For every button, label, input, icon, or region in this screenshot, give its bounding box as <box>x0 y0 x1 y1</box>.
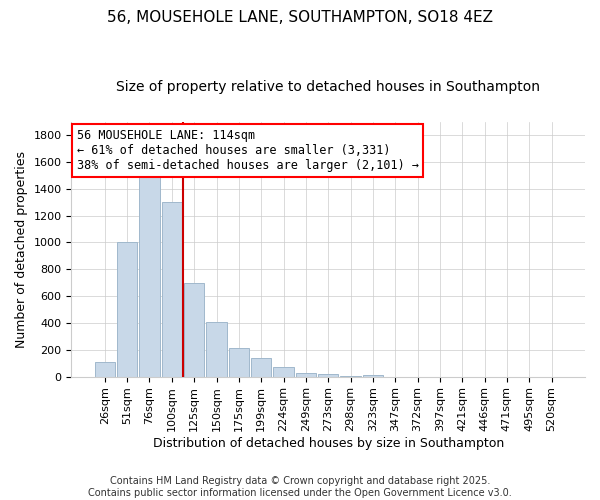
Bar <box>206 322 227 376</box>
Bar <box>274 366 293 376</box>
Bar <box>162 202 182 376</box>
Title: Size of property relative to detached houses in Southampton: Size of property relative to detached ho… <box>116 80 540 94</box>
Bar <box>229 348 249 376</box>
Bar <box>251 358 271 376</box>
Bar <box>363 374 383 376</box>
Bar <box>318 374 338 376</box>
Text: 56, MOUSEHOLE LANE, SOUTHAMPTON, SO18 4EZ: 56, MOUSEHOLE LANE, SOUTHAMPTON, SO18 4E… <box>107 10 493 25</box>
Bar <box>95 362 115 376</box>
Bar <box>117 242 137 376</box>
Text: Contains HM Land Registry data © Crown copyright and database right 2025.
Contai: Contains HM Land Registry data © Crown c… <box>88 476 512 498</box>
Y-axis label: Number of detached properties: Number of detached properties <box>15 150 28 348</box>
Text: 56 MOUSEHOLE LANE: 114sqm
← 61% of detached houses are smaller (3,331)
38% of se: 56 MOUSEHOLE LANE: 114sqm ← 61% of detac… <box>77 129 419 172</box>
Bar <box>139 175 160 376</box>
Bar <box>296 372 316 376</box>
Bar <box>184 282 204 376</box>
X-axis label: Distribution of detached houses by size in Southampton: Distribution of detached houses by size … <box>152 437 504 450</box>
